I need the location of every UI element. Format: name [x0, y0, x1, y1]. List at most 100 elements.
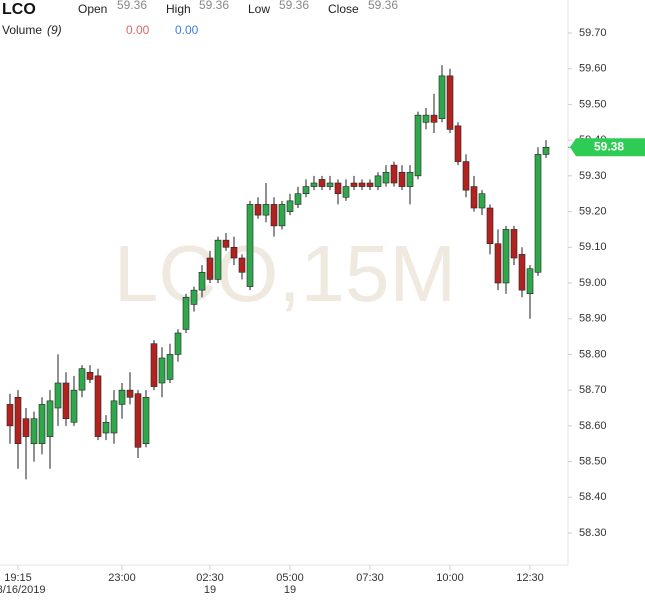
- candle-body: [382, 171, 390, 184]
- candle-body: [190, 289, 198, 305]
- last-price-tag: [570, 138, 645, 157]
- candle-body: [438, 75, 446, 120]
- candle-body: [102, 421, 110, 434]
- candle-body: [6, 404, 14, 427]
- candle-body: [534, 154, 542, 273]
- x-tick-label: 19:15: [4, 572, 32, 584]
- y-tick-label: 59.10: [579, 241, 607, 253]
- candle-body: [30, 418, 38, 445]
- candle-body: [222, 239, 230, 248]
- candle-body: [14, 396, 22, 445]
- candle-body: [46, 400, 54, 437]
- candle-body: [254, 204, 262, 216]
- candle-body: [414, 114, 422, 177]
- candle-body: [86, 371, 94, 380]
- y-tick-label: 59.00: [579, 277, 607, 289]
- candle-body: [518, 254, 526, 291]
- candle-body: [70, 389, 78, 423]
- last-price-label: 59.38: [594, 139, 624, 153]
- candle-body: [286, 200, 294, 212]
- candle-body: [374, 175, 382, 187]
- candle-body: [110, 400, 118, 434]
- candle-body: [278, 204, 286, 227]
- x-tick-sublabel: 19: [284, 584, 296, 596]
- y-tick-label: 58.70: [579, 384, 607, 396]
- x-tick-sublabel: 08/16/2019: [0, 584, 46, 596]
- candle-body: [198, 271, 206, 291]
- candle-body: [334, 182, 342, 195]
- candle-body: [238, 257, 246, 273]
- candle-body: [446, 75, 454, 130]
- candle-body: [358, 182, 366, 187]
- candle-body: [390, 164, 398, 184]
- volume-value: 0.00: [126, 23, 150, 37]
- candle-body: [206, 257, 214, 280]
- x-tick-label: 05:00: [276, 572, 304, 584]
- header-label: Close: [328, 2, 359, 16]
- candle-body: [478, 193, 486, 209]
- candle-body: [246, 204, 254, 287]
- header-value: 59.36: [279, 0, 309, 12]
- candle-body: [174, 332, 182, 355]
- y-tick-label: 59.50: [579, 98, 607, 110]
- x-tick-label: 07:30: [356, 572, 384, 584]
- y-tick-label: 59.20: [579, 205, 607, 217]
- candle-body: [22, 418, 30, 437]
- candle-body: [166, 354, 174, 380]
- candle-body: [494, 243, 502, 284]
- watermark: LCO,15M: [114, 229, 456, 318]
- y-tick-label: 58.50: [579, 455, 607, 467]
- candle-body: [214, 239, 222, 280]
- candle-body: [326, 182, 334, 187]
- candle-body: [54, 382, 62, 409]
- candle-body: [94, 375, 102, 437]
- candle-body: [142, 396, 150, 445]
- candle-body: [318, 179, 326, 187]
- candle-body: [430, 114, 438, 123]
- candle-body: [230, 246, 238, 259]
- y-tick-label: 58.40: [579, 491, 607, 503]
- chart-title: LCO: [2, 1, 36, 18]
- candle-body: [182, 296, 190, 330]
- candle-body: [470, 186, 478, 209]
- candle-body: [38, 404, 46, 445]
- y-tick-label: 58.80: [579, 348, 607, 360]
- header-value: 59.36: [199, 0, 229, 12]
- candle-body: [542, 146, 550, 155]
- candle-body: [454, 125, 462, 162]
- x-tick-label: 23:00: [108, 572, 136, 584]
- y-tick-label: 59.30: [579, 170, 607, 182]
- candle-body: [502, 229, 510, 284]
- x-tick-label: 02:30: [196, 572, 224, 584]
- x-tick-sublabel: 19: [204, 584, 216, 596]
- candle-body: [462, 161, 470, 191]
- header-value: 59.36: [368, 0, 398, 12]
- header-label: Open: [78, 2, 107, 16]
- candle-body: [510, 229, 518, 259]
- candle-body: [350, 182, 358, 187]
- candle-body: [302, 186, 310, 195]
- candle-body: [526, 268, 534, 295]
- volume-period: (9): [47, 23, 62, 37]
- y-tick-label: 58.60: [579, 420, 607, 432]
- x-tick-label: 10:00: [436, 572, 464, 584]
- candle-body: [294, 193, 302, 205]
- candle-body: [62, 382, 70, 420]
- volume-label: Volume: [2, 23, 42, 37]
- y-tick-label: 58.30: [579, 527, 607, 539]
- candle-body: [366, 182, 374, 187]
- candle-body: [126, 389, 134, 398]
- y-tick-label: 58.90: [579, 313, 607, 325]
- candle-body: [398, 171, 406, 187]
- candle-body: [270, 204, 278, 227]
- header-label: High: [166, 2, 191, 16]
- candle-body: [342, 186, 350, 198]
- candle-body: [310, 182, 318, 187]
- candle-body: [78, 368, 86, 391]
- candle-body: [486, 207, 494, 245]
- y-tick-label: 59.60: [579, 63, 607, 75]
- volume-value: 0.00: [175, 23, 199, 37]
- candle-body: [118, 389, 126, 405]
